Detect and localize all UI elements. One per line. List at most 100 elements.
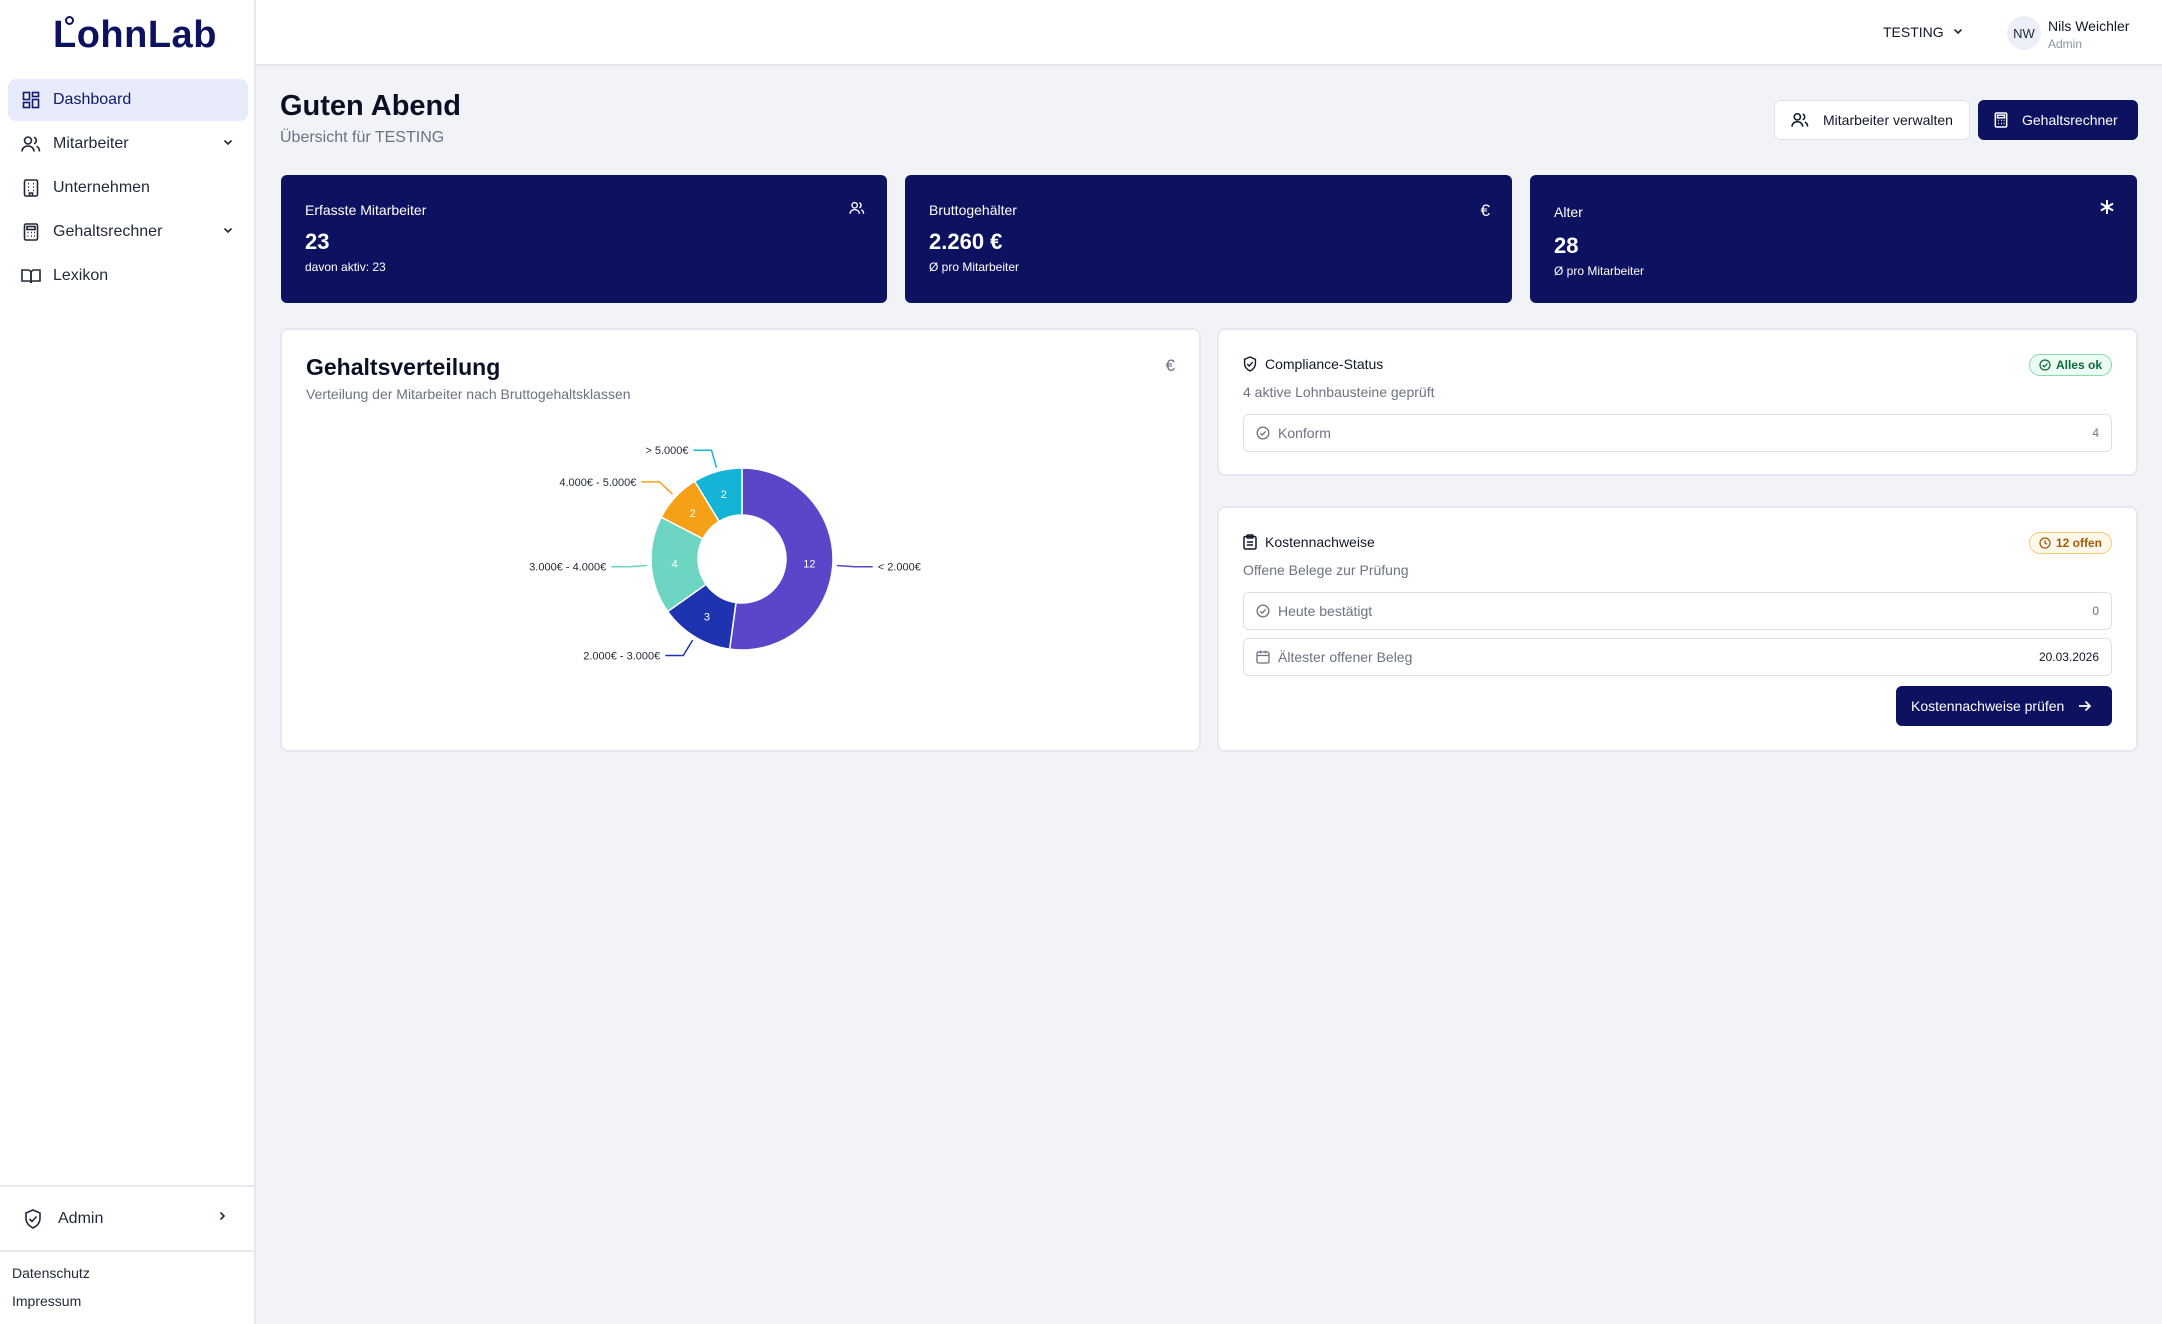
cost-evidence-card: Kostennachweise 12 offen Offene Belege z… xyxy=(1217,506,2138,752)
stat-label: Erfasste Mitarbeiter xyxy=(305,202,427,218)
status-badge: 12 offen xyxy=(2028,532,2112,554)
stat-sub: davon aktiv: 23 xyxy=(305,260,386,274)
stat-value: 2.260 € xyxy=(929,229,1003,254)
donut-value-label: 2 xyxy=(721,489,727,501)
stat-card-salaries: Bruttogehälter 2.260 € Ø pro Mitarbeiter… xyxy=(905,175,1512,303)
check-circle-icon xyxy=(1256,604,1270,618)
sidebar-item-mitarbeiter[interactable]: Mitarbeiter xyxy=(8,123,248,165)
donut-slice-2-000 xyxy=(728,467,834,651)
sidebar-item-label: Mitarbeiter xyxy=(53,135,129,152)
manage-employees-label: Mitarbeiter verwalten xyxy=(1823,112,1953,128)
row-value: 20.03.2026 xyxy=(2038,650,2099,664)
salary-calculator-label: Gehaltsrechner xyxy=(2022,112,2118,128)
shield-check-icon xyxy=(24,1208,46,1230)
avatar[interactable]: NW xyxy=(2007,16,2041,50)
compliance-card: Compliance-Status Alles ok 4 aktive Lohn… xyxy=(1217,328,2138,476)
users-icon xyxy=(1791,112,1809,128)
stat-card-employees: Erfasste Mitarbeiter 23 davon aktiv: 23 xyxy=(281,175,887,303)
cost-row-today-confirmed: Heute bestätigt 0 xyxy=(1243,592,2112,630)
topbar: TESTING NW Nils Weichler Admin xyxy=(256,0,2162,66)
sidebar-item-label: Admin xyxy=(58,1210,104,1227)
cost-evidence-title-text: Kostennachweise xyxy=(1265,534,1375,550)
donut-leader-line xyxy=(693,449,718,468)
donut-leader-line xyxy=(665,639,694,657)
donut-leader-line xyxy=(611,564,648,568)
row-value: 4 xyxy=(2092,426,2099,440)
euro-icon: € xyxy=(1165,356,1175,375)
book-icon xyxy=(20,265,42,287)
stat-label: Alter xyxy=(1554,204,1583,220)
sidebar-item-admin[interactable]: Admin xyxy=(0,1187,254,1251)
stat-card-age: Alter 28 Ø pro Mitarbeiter xyxy=(1530,175,2137,303)
sidebar-item-lexikon[interactable]: Lexikon xyxy=(8,255,248,297)
salary-distribution-card: Gehaltsverteilung Verteilung der Mitarbe… xyxy=(280,328,1201,752)
chevron-right-icon[interactable] xyxy=(216,1209,228,1227)
distribution-title: Gehaltsverteilung xyxy=(306,354,501,380)
stat-value: 23 xyxy=(305,229,330,254)
page-subtitle: Übersicht für TESTING xyxy=(280,129,445,146)
status-badge-label: 12 offen xyxy=(2055,536,2102,550)
row-value: 0 xyxy=(2092,604,2099,618)
sidebar-item-label: Dashboard xyxy=(53,91,132,108)
row-label: Heute bestätigt xyxy=(1278,603,1373,619)
check-circle-icon xyxy=(1256,426,1270,440)
donut-category-label: > 5.000€ xyxy=(645,445,688,457)
sidebar-item-unternehmen[interactable]: Unternehmen xyxy=(8,167,248,209)
compliance-title: Compliance-Status xyxy=(1243,356,1383,372)
donut-category-label: < 2.000€ xyxy=(878,562,921,574)
donut-category-label: 2.000€ - 3.000€ xyxy=(583,651,660,663)
sidebar-item-label: Lexikon xyxy=(53,267,109,284)
asterisk-icon xyxy=(2099,199,2115,220)
clipboard-icon xyxy=(1243,534,1257,550)
donut-slice-5-000 xyxy=(693,467,743,523)
sidebar-admin-section: Admin xyxy=(0,1185,254,1251)
donut-leader-line xyxy=(836,564,873,568)
salary-donut-chart: 12 < 2.000€ 3 2.000€ - 3.000€ 4 3.000€ - 4.00… xyxy=(529,445,921,663)
calculator-icon xyxy=(1994,112,2008,128)
check-circle-icon xyxy=(2039,359,2051,371)
sidebar: LohnLab Dashboard Mitarbeiter Unternehme… xyxy=(0,0,256,1324)
salary-calculator-button[interactable]: Gehaltsrechner xyxy=(1978,100,2138,140)
tenant-selector[interactable]: TESTING xyxy=(1883,24,1964,40)
building-icon xyxy=(20,177,42,199)
tenant-label: TESTING xyxy=(1883,24,1944,40)
stat-sub: Ø pro Mitarbeiter xyxy=(1554,264,1645,278)
sidebar-item-label: Unternehmen xyxy=(53,179,150,196)
row-label: Ältester offener Beleg xyxy=(1278,649,1413,665)
cost-row-oldest-open: Ältester offener Beleg 20.03.2026 xyxy=(1243,638,2112,676)
row-label: Konform xyxy=(1278,425,1331,441)
sidebar-item-dashboard[interactable]: Dashboard xyxy=(8,79,248,121)
donut-value-label: 4 xyxy=(672,559,678,571)
compliance-subtitle: 4 aktive Lohnbausteine geprüft xyxy=(1243,384,1435,400)
privacy-link[interactable]: Datenschutz xyxy=(12,1265,90,1281)
users-icon xyxy=(849,201,865,220)
cost-evidence-subtitle: Offene Belege zur Prüfung xyxy=(1243,562,1409,578)
compliance-row-konform: Konform 4 xyxy=(1243,414,2112,452)
donut-category-label: 3.000€ - 4.000€ xyxy=(529,562,606,574)
user-name: Nils Weichler xyxy=(2048,18,2130,34)
sidebar-nav: Dashboard Mitarbeiter Unternehmen Gehalt… xyxy=(8,79,248,299)
euro-icon: € xyxy=(1480,201,1490,220)
donut-value-label: 3 xyxy=(704,612,710,624)
lohnlab-logo[interactable]: LohnLab xyxy=(53,14,217,57)
user-role: Admin xyxy=(2048,37,2083,51)
users-icon xyxy=(20,133,42,155)
status-badge: Alles ok xyxy=(2028,354,2112,376)
sidebar-item-gehaltsrechner[interactable]: Gehaltsrechner xyxy=(8,211,248,253)
check-cost-evidence-button[interactable]: Kostennachweise prüfen xyxy=(1896,686,2112,726)
stat-sub: Ø pro Mitarbeiter xyxy=(929,260,1020,274)
cost-evidence-title: Kostennachweise xyxy=(1243,534,1375,550)
chevron-down-icon[interactable] xyxy=(222,223,234,241)
compliance-title-text: Compliance-Status xyxy=(1265,356,1384,372)
manage-employees-button[interactable]: Mitarbeiter verwalten xyxy=(1774,100,1970,140)
dashboard-icon xyxy=(20,89,42,111)
chevron-down-icon xyxy=(1952,24,1964,40)
donut-value-label: 12 xyxy=(803,559,815,571)
user-menu[interactable]: Nils Weichler Admin xyxy=(2048,18,2129,51)
donut-value-label: 2 xyxy=(690,508,696,520)
logo-text: LohnLab xyxy=(53,14,217,56)
logo-ring-icon xyxy=(65,16,74,25)
donut-leader-line xyxy=(641,481,674,495)
chevron-down-icon[interactable] xyxy=(222,135,234,153)
imprint-link[interactable]: Impressum xyxy=(12,1293,82,1309)
